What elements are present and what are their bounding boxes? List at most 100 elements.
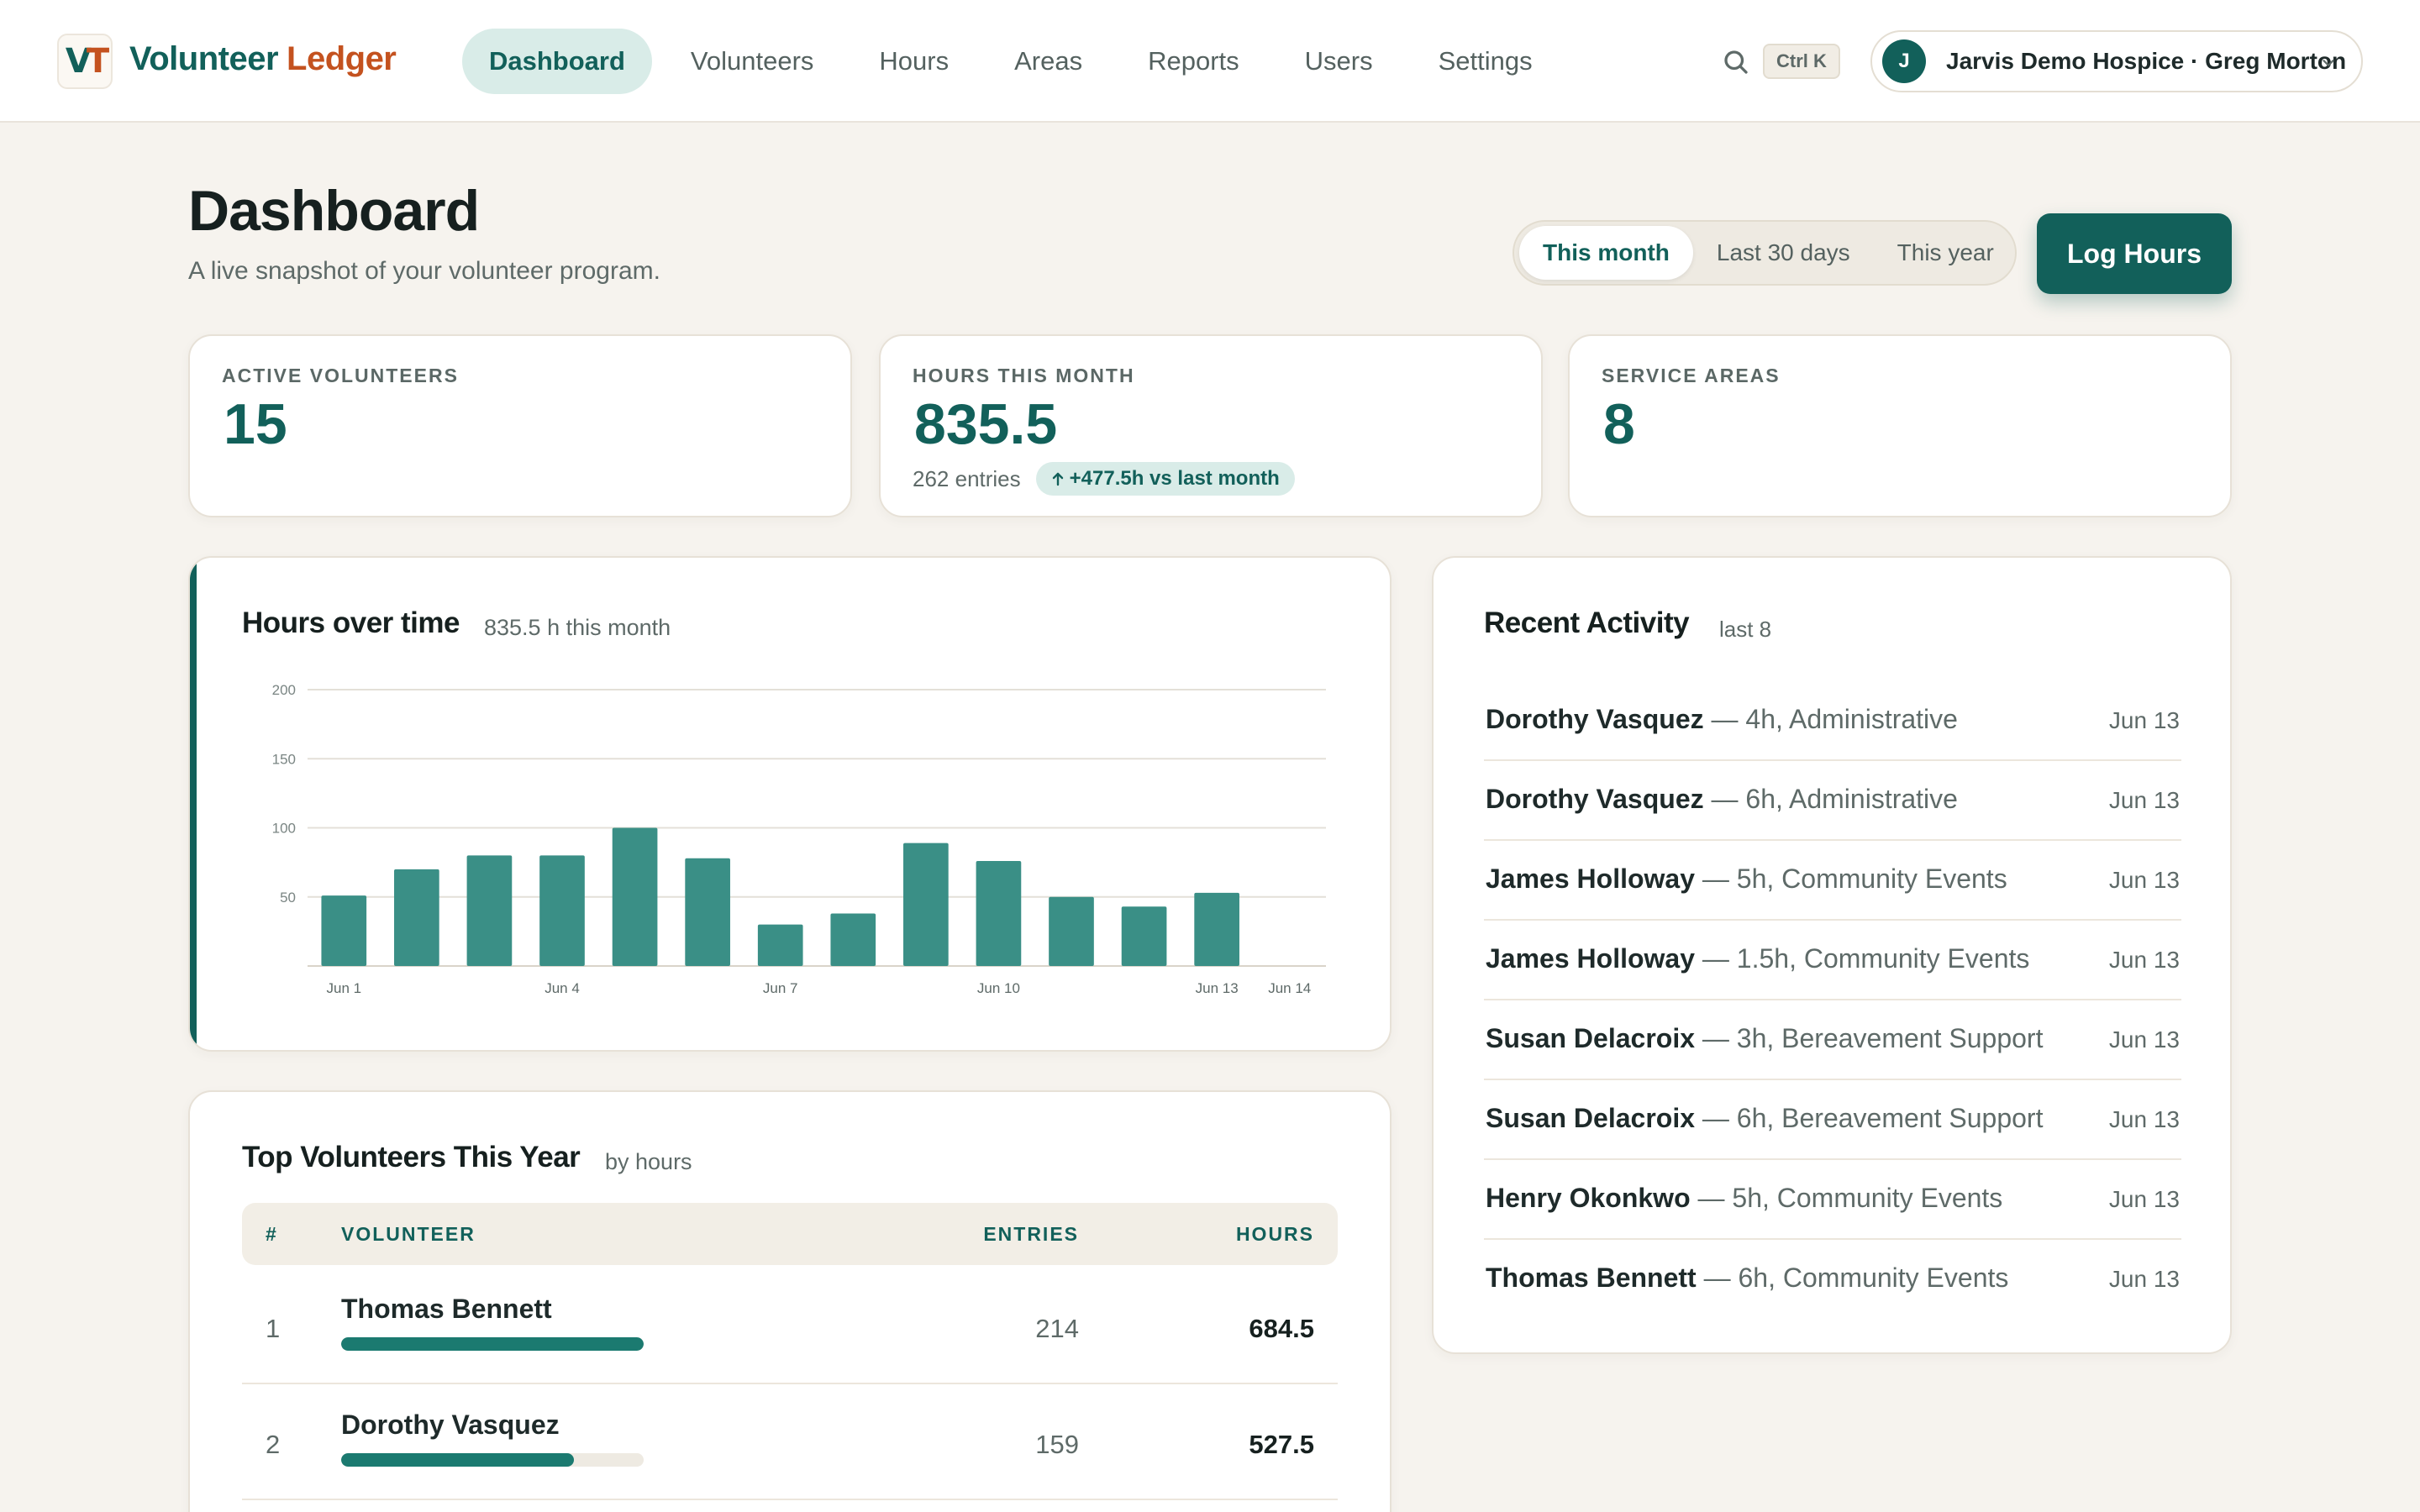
- y-tick-label: 50: [280, 890, 296, 906]
- nav-settings[interactable]: Settings: [1438, 46, 1533, 76]
- activity-text: Susan Delacroix — 6h, Bereavement Suppor…: [1486, 1103, 2043, 1134]
- rank-cell: 2: [266, 1430, 281, 1459]
- bar-jun-1: [321, 895, 367, 966]
- list-item[interactable]: Dorothy Vasquez — 4h, Administrative Jun …: [1484, 680, 2181, 761]
- activity-detail: — 6h, Bereavement Support: [1695, 1103, 2044, 1133]
- activity-subtitle: last 8: [1719, 617, 1772, 642]
- nav-reports[interactable]: Reports: [1148, 46, 1239, 76]
- x-tick-label: Jun 4: [544, 980, 580, 996]
- list-item[interactable]: James Holloway — 5h, Community Events Jun…: [1484, 840, 2181, 921]
- top-volunteers-subtitle: by hours: [605, 1149, 692, 1174]
- bar-jun-10: [976, 860, 1022, 966]
- nav-hours[interactable]: Hours: [879, 46, 950, 76]
- delta-text: +477.5h vs last month: [1069, 467, 1280, 490]
- nav-users[interactable]: Users: [1304, 46, 1373, 76]
- nav-dashboard[interactable]: Dashboard: [462, 29, 652, 94]
- bar-jun-3: [466, 855, 513, 966]
- avatar: J: [1882, 39, 1926, 83]
- stat-card-hours-this-month: HOURS THIS MONTH 835.5 262 entries +477.…: [879, 334, 1543, 517]
- activity-text: Dorothy Vasquez — 4h, Administrative: [1486, 704, 1958, 735]
- list-item[interactable]: Susan Delacroix — 6h, Bereavement Suppor…: [1484, 1079, 2181, 1160]
- bar-jun-5: [612, 827, 658, 966]
- bar-jun-2: [394, 869, 439, 966]
- entries-count: 262 entries: [913, 465, 1021, 491]
- activity-volunteer-name[interactable]: Henry Okonkwo: [1486, 1183, 1691, 1213]
- page-title: Dashboard: [188, 179, 480, 243]
- column-entries[interactable]: ENTRIES: [983, 1223, 1079, 1245]
- activity-volunteer-name[interactable]: Susan Delacroix: [1486, 1103, 1695, 1133]
- list-item[interactable]: Susan Delacroix — 3h, Bereavement Suppor…: [1484, 1000, 2181, 1080]
- rank-cell: 1: [266, 1314, 281, 1343]
- range-last-30-days[interactable]: Last 30 days: [1716, 239, 1850, 265]
- activity-detail: — 5h, Community Events: [1695, 864, 2007, 894]
- brand-name[interactable]: Volunteer Ledger: [129, 40, 397, 78]
- page-subtitle: A live snapshot of your volunteer progra…: [188, 257, 660, 285]
- stat-label: HOURS THIS MONTH: [913, 365, 1135, 386]
- chevron-down-icon: [2323, 60, 2334, 66]
- activity-date: Jun 13: [2108, 1026, 2180, 1053]
- nav-volunteers[interactable]: Volunteers: [690, 46, 814, 76]
- activity-volunteer-name[interactable]: Susan Delacroix: [1486, 1023, 1695, 1053]
- stat-value: 8: [1603, 392, 1635, 456]
- range-this-month[interactable]: This month: [1519, 226, 1693, 280]
- volunteer-name[interactable]: Thomas Bennett: [341, 1294, 552, 1324]
- hours-progress-bar: [341, 1337, 644, 1351]
- activity-date: Jun 13: [2108, 707, 2180, 733]
- activity-detail: — 1.5h, Community Events: [1695, 943, 2030, 974]
- y-tick-label: 200: [272, 682, 296, 698]
- x-tick-label: Jun 10: [977, 980, 1020, 996]
- top-volunteers-title: Top Volunteers This Year: [242, 1141, 581, 1173]
- table-header: # VOLUNTEER ENTRIES HOURS: [242, 1203, 1338, 1265]
- table-row[interactable]: 1 Thomas Bennett 214 684.5: [242, 1268, 1338, 1384]
- activity-text: Susan Delacroix — 3h, Bereavement Suppor…: [1486, 1023, 2043, 1054]
- x-tick-label: Jun 14: [1268, 980, 1311, 996]
- list-item[interactable]: Henry Okonkwo — 5h, Community Events Jun …: [1484, 1159, 2181, 1240]
- hours-progress-bar: [341, 1453, 644, 1467]
- table-row[interactable]: 2 Dorothy Vasquez 159 527.5: [242, 1384, 1338, 1500]
- stat-value: 835.5: [914, 392, 1058, 456]
- activity-text: James Holloway — 5h, Community Events: [1486, 864, 2007, 895]
- activity-volunteer-name[interactable]: Dorothy Vasquez: [1486, 784, 1704, 814]
- list-item[interactable]: James Holloway — 1.5h, Community Events J…: [1484, 920, 2181, 1000]
- activity-volunteer-name[interactable]: Dorothy Vasquez: [1486, 704, 1704, 734]
- card-accent-bar: [190, 558, 197, 1050]
- stat-value: 15: [224, 392, 287, 456]
- activity-text: Thomas Bennett — 6h, Community Events: [1486, 1263, 2008, 1294]
- stat-label: SERVICE AREAS: [1602, 365, 1781, 386]
- bar-jun-13: [1194, 892, 1239, 966]
- log-hours-button[interactable]: Log Hours: [2037, 213, 2232, 294]
- brand-name-part1: Volunteer: [129, 40, 279, 77]
- column-hours[interactable]: HOURS: [1235, 1223, 1314, 1245]
- chart-title: Hours over time: [242, 606, 460, 639]
- chart-subtitle: 835.5 h this month: [484, 615, 671, 640]
- column-rank[interactable]: #: [266, 1223, 278, 1245]
- stat-card-active-volunteers: ACTIVE VOLUNTEERS 15: [188, 334, 852, 517]
- delta-badge: +477.5h vs last month: [1035, 462, 1295, 496]
- list-item[interactable]: Thomas Bennett — 6h, Community Events Jun…: [1484, 1239, 2181, 1320]
- activity-detail: — 6h, Community Events: [1696, 1263, 2009, 1293]
- activity-text: Henry Okonkwo — 5h, Community Events: [1486, 1183, 2002, 1214]
- activity-volunteer-name[interactable]: James Holloway: [1486, 864, 1695, 894]
- nav-areas[interactable]: Areas: [1014, 46, 1083, 76]
- activity-volunteer-name[interactable]: James Holloway: [1486, 943, 1695, 974]
- activity-text: James Holloway — 1.5h, Community Events: [1486, 943, 2029, 974]
- column-volunteer[interactable]: VOLUNTEER: [341, 1223, 476, 1245]
- list-item[interactable]: Dorothy Vasquez — 6h, Administrative Jun …: [1484, 760, 2181, 841]
- date-range-toggle: This month Last 30 days This year: [1512, 220, 2017, 286]
- entries-cell: 159: [1035, 1430, 1079, 1459]
- org-user-switcher[interactable]: J Jarvis Demo Hospice · Greg Morton: [1870, 30, 2363, 92]
- search-icon[interactable]: [1721, 47, 1751, 77]
- bar-jun-6: [685, 858, 730, 966]
- activity-date: Jun 13: [2108, 1186, 2180, 1212]
- search-shortcut-hint: Ctrl K: [1763, 44, 1840, 79]
- activity-title: Recent Activity: [1484, 606, 1690, 639]
- stat-label: ACTIVE VOLUNTEERS: [222, 365, 459, 386]
- hours-chart-card: Hours over time 835.5 h this month 50 100…: [188, 556, 1392, 1052]
- activity-volunteer-name[interactable]: Thomas Bennett: [1486, 1263, 1697, 1293]
- activity-detail: — 5h, Community Events: [1690, 1183, 2003, 1213]
- activity-detail: — 4h, Administrative: [1703, 704, 1958, 734]
- entries-cell: 214: [1035, 1314, 1079, 1343]
- range-this-year[interactable]: This year: [1897, 239, 1994, 265]
- volunteer-name[interactable]: Dorothy Vasquez: [341, 1410, 560, 1440]
